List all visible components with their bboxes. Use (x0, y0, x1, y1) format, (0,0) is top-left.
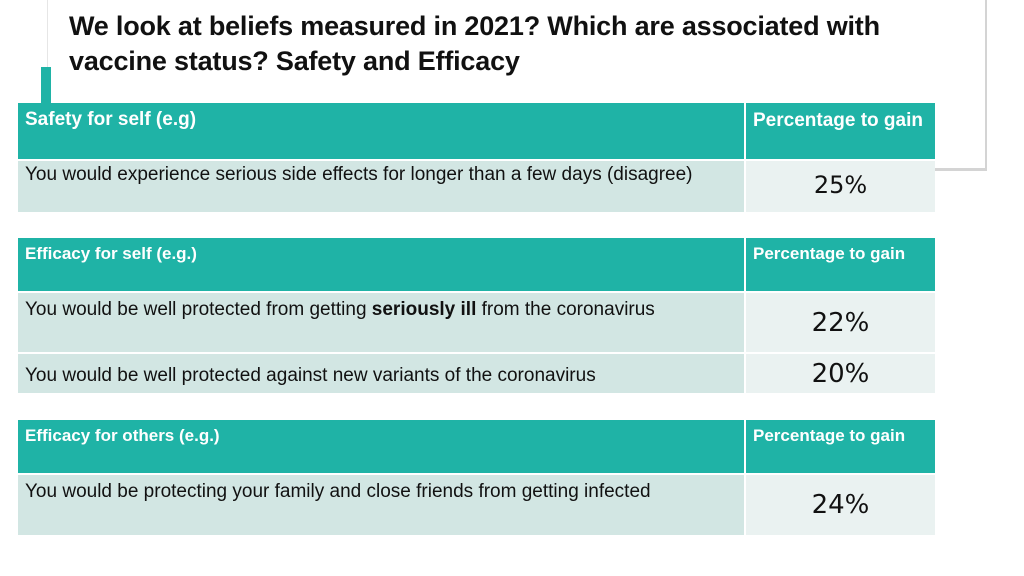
header-value-label: Percentage to gain (753, 110, 923, 131)
safety-for-self-table: Safety for self (e.g) Percentage to gain… (18, 103, 935, 212)
title-accent-bar (41, 67, 51, 103)
efficacy-for-others-table: Efficacy for others (e.g.) Percentage to… (18, 420, 935, 535)
table-header-row: Efficacy for others (e.g.) Percentage to… (18, 420, 935, 474)
table-row: You would experience serious side effect… (18, 159, 935, 212)
table-row: You would be well protected from getting… (18, 291, 935, 353)
belief-statement: You would be protecting your family and … (25, 481, 651, 502)
header-value-cell: Percentage to gain (745, 103, 935, 160)
table-row: You would be well protected against new … (18, 352, 935, 393)
header-category-cell: Efficacy for others (e.g.) (18, 420, 746, 474)
statement-emphasis: seriously ill (371, 299, 477, 320)
belief-statement: You would experience serious side effect… (25, 164, 693, 185)
belief-statement: You would be well protected from getting… (18, 293, 744, 326)
header-category-cell: Safety for self (e.g) (18, 103, 746, 160)
slide-frame-left-line (47, 0, 48, 100)
belief-statement-cell: You would be protecting your family and … (18, 473, 746, 535)
header-category-label: Efficacy for others (e.g.) (25, 426, 220, 445)
table-header-row: Efficacy for self (e.g.) Percentage to g… (18, 238, 935, 292)
table-header-row: Safety for self (e.g) Percentage to gain (18, 103, 935, 160)
header-category-cell: Efficacy for self (e.g.) (18, 238, 746, 292)
percentage-value: 25% (813, 171, 868, 199)
percentage-cell: 22% (745, 291, 935, 353)
statement-text-before: You would be well protected from getting (25, 299, 372, 320)
percentage-value: 22% (811, 308, 870, 338)
percentage-cell: 20% (745, 352, 935, 393)
belief-statement-cell: You would experience serious side effect… (18, 159, 746, 212)
header-category-label: Safety for self (e.g) (25, 109, 197, 130)
percentage-cell: 25% (745, 159, 935, 212)
belief-statement: You would be well protected against new … (25, 365, 596, 386)
header-category-label: Efficacy for self (e.g.) (25, 244, 197, 263)
belief-statement-cell: You would be well protected against new … (18, 352, 746, 393)
header-value-cell: Percentage to gain (745, 238, 935, 292)
percentage-value: 20% (811, 359, 870, 389)
statement-text-after: from the coronavirus (476, 299, 655, 320)
efficacy-for-self-table: Efficacy for self (e.g.) Percentage to g… (18, 238, 935, 393)
percentage-value: 24% (811, 490, 870, 520)
header-value-label: Percentage to gain (753, 426, 906, 445)
slide-frame-bottom-line (935, 168, 987, 171)
table-row: You would be protecting your family and … (18, 473, 935, 535)
slide-frame-right-line (985, 0, 987, 170)
header-value-cell: Percentage to gain (745, 420, 935, 474)
percentage-cell: 24% (745, 473, 935, 535)
header-value-label: Percentage to gain (753, 244, 906, 263)
slide-title: We look at beliefs measured in 2021? Whi… (69, 11, 880, 76)
belief-statement-cell: You would be well protected from getting… (18, 291, 746, 353)
